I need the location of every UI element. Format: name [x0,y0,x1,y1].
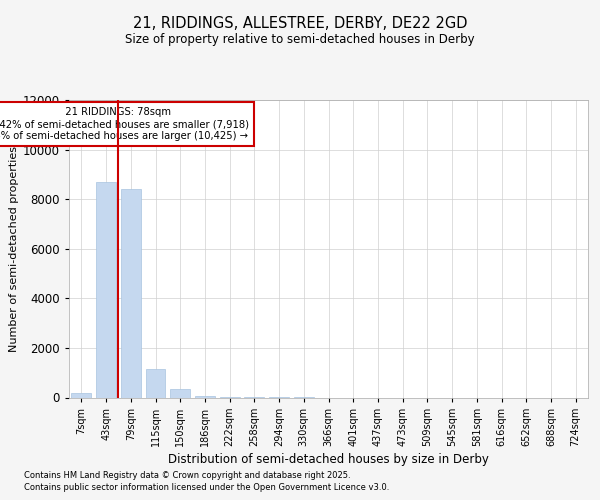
Bar [195,396,215,398]
Bar [170,390,190,398]
Text: Contains HM Land Registry data © Crown copyright and database right 2025.: Contains HM Land Registry data © Crown c… [24,471,350,480]
Bar [146,369,166,398]
X-axis label: Distribution of semi-detached houses by size in Derby: Distribution of semi-detached houses by … [168,453,489,466]
Bar [220,397,239,398]
Y-axis label: Number of semi-detached properties: Number of semi-detached properties [8,146,19,352]
Text: Size of property relative to semi-detached houses in Derby: Size of property relative to semi-detach… [125,32,475,46]
Text: 21, RIDDINGS, ALLESTREE, DERBY, DE22 2GD: 21, RIDDINGS, ALLESTREE, DERBY, DE22 2GD [133,16,467,31]
Text: Contains public sector information licensed under the Open Government Licence v3: Contains public sector information licen… [24,484,389,492]
Text: 21 RIDDINGS: 78sqm  
← 42% of semi-detached houses are smaller (7,918)
56% of se: 21 RIDDINGS: 78sqm ← 42% of semi-detache… [0,108,249,140]
Bar [96,182,116,398]
Bar [71,392,91,398]
Bar [121,190,140,398]
